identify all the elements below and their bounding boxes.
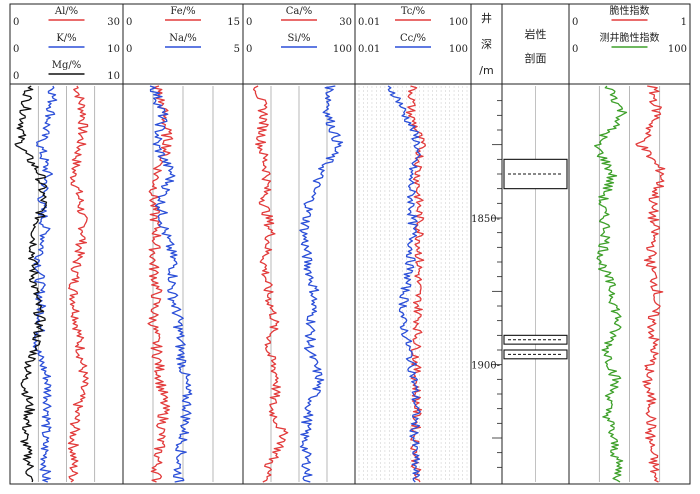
curve-line (594, 85, 628, 483)
range-min-label: 0 (126, 44, 132, 55)
curve-line (635, 85, 666, 483)
range-max-label: 5 (234, 44, 240, 55)
range-min-label: 0 (572, 44, 578, 55)
range-min-label: 0 (13, 44, 19, 55)
range-min-label: 0 (13, 71, 19, 82)
curve-label: Fe/% (170, 6, 195, 17)
depth-tick-label: 1900- (471, 361, 500, 372)
range-min-label: 0 (126, 17, 132, 28)
curve-label: K/% (56, 33, 76, 44)
range-max-label: 10 (107, 44, 120, 55)
curve-line (32, 85, 58, 483)
depth-tick-label: 1850- (471, 214, 500, 225)
range-max-label: 15 (227, 17, 240, 28)
range-max-label: 100 (668, 44, 687, 55)
range-max-label: 30 (339, 17, 352, 28)
lithology-header-line2: 剖面 (525, 51, 547, 65)
depth-label-char3: /m (479, 64, 493, 77)
curve-label: Ca/% (286, 6, 312, 17)
range-min-label: 0 (246, 44, 252, 55)
curve-label: Na/% (169, 33, 197, 44)
curve-label: 测井脆性指数 (600, 31, 660, 44)
range-min-label: 0 (13, 17, 19, 28)
curve-label: Mg/% (52, 60, 82, 71)
range-max-label: 10 (107, 71, 120, 82)
range-max-label: 100 (333, 44, 352, 55)
curve-line (14, 85, 48, 483)
range-min-label: 0 (246, 17, 252, 28)
curve-line (252, 85, 289, 483)
curve-line (149, 85, 193, 483)
range-max-label: 100 (449, 17, 468, 28)
range-max-label: 100 (449, 44, 468, 55)
range-min-label: 0 (572, 17, 578, 28)
curve-label: Si/% (288, 33, 311, 44)
range-min-label: 0.01 (358, 44, 380, 55)
curve-label: 脆性指数 (610, 4, 650, 17)
curve-line (147, 85, 174, 483)
curve-line (299, 85, 344, 483)
depth-label-char1: 井 (481, 11, 492, 25)
chart-frame (9, 3, 691, 485)
curve-label: Tc/% (401, 6, 425, 17)
curve-line (387, 85, 421, 483)
lithology-header-line1: 岩性 (525, 27, 547, 41)
range-min-label: 0.01 (358, 17, 380, 28)
range-max-label: 1 (681, 17, 687, 28)
depth-label-char2: 深 (481, 38, 492, 51)
curve-label: Cc/% (400, 33, 426, 44)
range-max-label: 30 (107, 17, 120, 28)
curve-line (67, 85, 89, 483)
curve-label: Al/% (54, 6, 78, 17)
